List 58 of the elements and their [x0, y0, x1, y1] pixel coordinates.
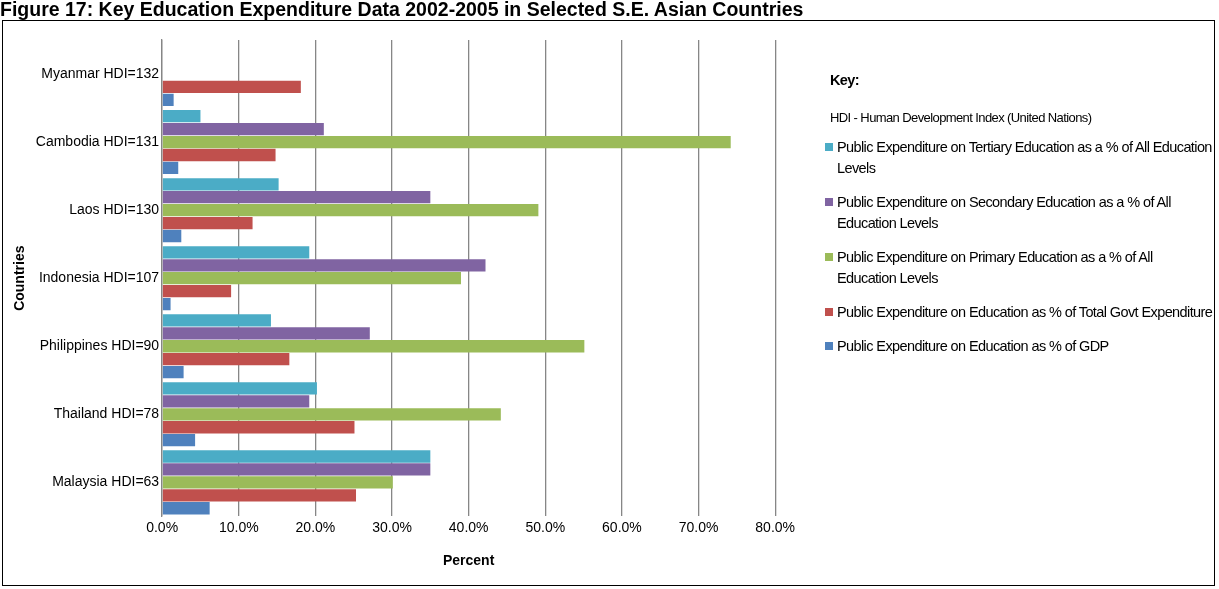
bar	[162, 463, 431, 476]
bar	[162, 395, 310, 408]
x-tick-label: 10.0%	[218, 518, 259, 535]
bar	[162, 450, 431, 463]
y-axis-title: Countries	[11, 245, 28, 311]
x-tick-label: 60.0%	[602, 518, 642, 535]
bar	[162, 93, 174, 107]
x-tick-label: 80.0%	[755, 518, 795, 535]
x-tick-label: 30.0%	[372, 518, 412, 535]
y-tick-label: Cambodia HDI=131	[35, 132, 160, 149]
bar	[162, 489, 357, 502]
bar	[162, 204, 539, 217]
bar	[162, 382, 317, 395]
bar	[162, 284, 232, 298]
x-tick-label: 50.0%	[525, 518, 566, 535]
bar	[162, 216, 253, 230]
bar	[162, 259, 486, 272]
bar	[162, 434, 196, 447]
x-tick-label: 0.0%	[146, 518, 179, 535]
legend-label: Public Expenditure on Primary Education as a % of All Education Levels	[837, 248, 1154, 288]
bar	[162, 161, 179, 175]
bar	[162, 314, 271, 327]
bar	[162, 246, 310, 259]
bar	[162, 272, 461, 285]
bar	[162, 421, 355, 434]
bar	[162, 135, 731, 149]
bar	[162, 80, 301, 94]
bar	[162, 340, 585, 353]
y-tick-label: Laos HDI=130	[69, 201, 160, 217]
x-tick-label: 20.0%	[295, 518, 336, 535]
legend-label: Public Expenditure on Tertiary Education as a % of All Education Levels	[837, 138, 1213, 178]
x-tick-label: 40.0%	[448, 518, 489, 535]
legend-label: Public Expenditure on Education as % of Total Govt Expenditure	[837, 303, 1213, 322]
bar	[162, 365, 184, 379]
bar	[162, 148, 276, 162]
bar	[162, 327, 370, 340]
bar	[162, 229, 182, 243]
chart-title: Figure 17: Key Education Expenditure Data 2002-2005 in Selected S.E. Asian Countries	[0, 0, 805, 21]
y-tick-label: Philippines HDI=90	[39, 337, 160, 354]
y-tick-label: Indonesia HDI=107	[38, 269, 160, 286]
bar	[162, 123, 324, 136]
bar	[162, 191, 431, 204]
bar	[162, 178, 279, 191]
legend-label: Public Expenditure on Education as % of GDP	[837, 337, 1109, 356]
bar	[162, 297, 171, 311]
bar	[162, 353, 290, 366]
y-tick-label: Thailand HDI=78	[53, 405, 160, 422]
text: HDI - Human Development Index (United Nations)	[830, 110, 1093, 125]
bar	[162, 408, 501, 421]
bar	[162, 110, 201, 123]
legend-label: Public Expenditure on Secondary Education as a % of All Education Levels	[837, 193, 1172, 233]
x-tick-label: 70.0%	[678, 518, 719, 535]
bar	[162, 502, 210, 515]
y-tick-label: Myanmar HDI=132	[41, 64, 160, 81]
legend-title: Key:	[830, 72, 861, 88]
y-tick-label: Malaysia HDI=63	[52, 473, 160, 490]
x-axis-title: Percent	[442, 552, 495, 569]
bar	[162, 476, 393, 489]
